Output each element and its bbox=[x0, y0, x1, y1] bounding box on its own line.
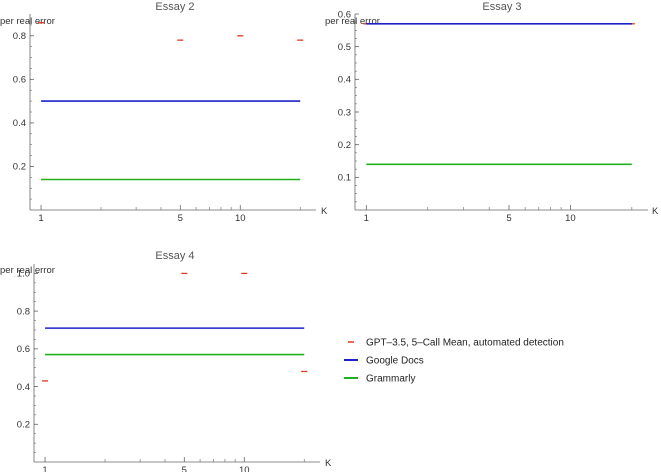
legend-label-gpt: GPT‒3.5, 5‒Call Mean, automated detectio… bbox=[366, 338, 564, 349]
y-tick-label: 0.2 bbox=[17, 420, 30, 431]
y-axis-label: per real error bbox=[325, 16, 380, 27]
chart-panel-essay-3: Essay 3 per real error K 0.1 0.2 0.3 0.4 0.5… bbox=[325, 1, 659, 224]
y-axis-label: per real error bbox=[0, 16, 55, 27]
chart-panel-essay-4: Essay 4 per real error K 0.2 0.4 0.6 0.8 1.0… bbox=[0, 250, 332, 472]
y-tick-label: 0.2 bbox=[338, 140, 351, 151]
chart-panel-essay-2: Essay 2 per real error K 0.2 0.4 0.6 0.8 1 5 1… bbox=[0, 1, 328, 224]
legend-label-google-docs: Google Docs bbox=[366, 356, 424, 367]
x-tick-label: 10 bbox=[235, 213, 246, 224]
y-tick-label: 0.5 bbox=[338, 42, 351, 53]
x-tick-label: 1 bbox=[38, 213, 43, 224]
y-tick-label: 0.3 bbox=[338, 107, 351, 118]
y-tick-label: 0.8 bbox=[13, 31, 26, 42]
y-tick-label: 0.4 bbox=[17, 382, 30, 393]
y-tick-label: 0.4 bbox=[13, 118, 26, 129]
x-tick-label: 5 bbox=[506, 213, 511, 224]
x-tick-label: 5 bbox=[182, 465, 187, 472]
x-tick-label: 1 bbox=[42, 465, 47, 472]
x-tick-label: 10 bbox=[239, 465, 250, 472]
chart-title: Essay 3 bbox=[482, 1, 521, 13]
y-tick-label: 0.8 bbox=[17, 306, 30, 317]
legend-label-grammarly: Grammarly bbox=[366, 374, 415, 385]
x-axis-label: K bbox=[652, 206, 659, 217]
y-tick-label: 1.0 bbox=[17, 269, 30, 280]
y-tick-label: 0.6 bbox=[17, 344, 30, 355]
x-tick-label: 10 bbox=[565, 213, 576, 224]
chart-legend: GPT‒3.5, 5‒Call Mean, automated detectio… bbox=[344, 338, 564, 385]
y-tick-label: 0.1 bbox=[338, 173, 351, 184]
x-tick-label: 1 bbox=[364, 213, 369, 224]
y-tick-label: 0.6 bbox=[338, 9, 351, 20]
x-axis-label: K bbox=[321, 206, 328, 217]
chart-title: Essay 4 bbox=[155, 250, 194, 262]
y-tick-label: 0.6 bbox=[13, 75, 26, 86]
y-tick-label: 0.4 bbox=[338, 75, 351, 86]
y-axis-label: per real error bbox=[0, 265, 55, 276]
x-tick-label: 5 bbox=[178, 213, 183, 224]
chart-title: Essay 2 bbox=[155, 1, 194, 13]
y-tick-label: 0.2 bbox=[13, 162, 26, 173]
x-axis-label: K bbox=[325, 458, 332, 469]
